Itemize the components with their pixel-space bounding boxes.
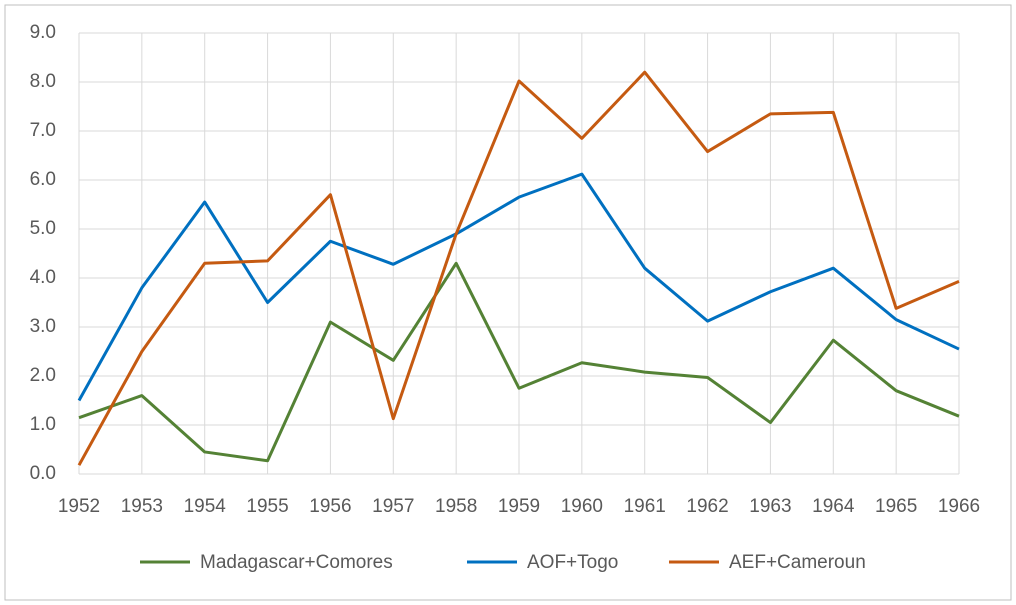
x-tick-label: 1955 xyxy=(246,496,288,517)
series-line xyxy=(78,261,960,463)
y-tick-label: 1.0 xyxy=(30,414,56,435)
y-tick-label: 6.0 xyxy=(30,169,56,190)
x-tick-label: 1960 xyxy=(561,496,603,517)
y-tick-label: 2.0 xyxy=(30,365,56,386)
x-tick-label: 1953 xyxy=(121,496,163,517)
x-tick-label: 1966 xyxy=(938,496,980,517)
x-tick-label: 1956 xyxy=(309,496,351,517)
y-tick-label: 9.0 xyxy=(30,22,56,43)
x-tick-label: 1963 xyxy=(749,496,791,517)
legend-label: AEF+Cameroun xyxy=(729,552,866,573)
y-tick-label: 5.0 xyxy=(30,218,56,239)
y-tick-label: 7.0 xyxy=(30,120,56,141)
legend-label: AOF+Togo xyxy=(527,552,618,573)
x-tick-label: 1957 xyxy=(372,496,414,517)
y-tick-label: 3.0 xyxy=(30,316,56,337)
legend-label: Madagascar+Comores xyxy=(200,552,393,573)
x-tick-label: 1958 xyxy=(435,496,477,517)
x-tick-label: 1954 xyxy=(184,496,227,517)
series-line xyxy=(77,70,960,466)
x-tick-label: 1959 xyxy=(498,496,540,517)
y-tick-label: 8.0 xyxy=(30,71,56,92)
x-tick-label: 1952 xyxy=(58,496,100,517)
series-line xyxy=(77,172,960,402)
y-tick-label: 4.0 xyxy=(30,267,56,288)
x-tick-label: 1964 xyxy=(812,496,855,517)
x-tick-label: 1965 xyxy=(875,496,917,517)
x-tick-label: 1961 xyxy=(624,496,666,517)
x-tick-label: 1962 xyxy=(686,496,728,517)
y-tick-label: 0.0 xyxy=(30,463,56,484)
